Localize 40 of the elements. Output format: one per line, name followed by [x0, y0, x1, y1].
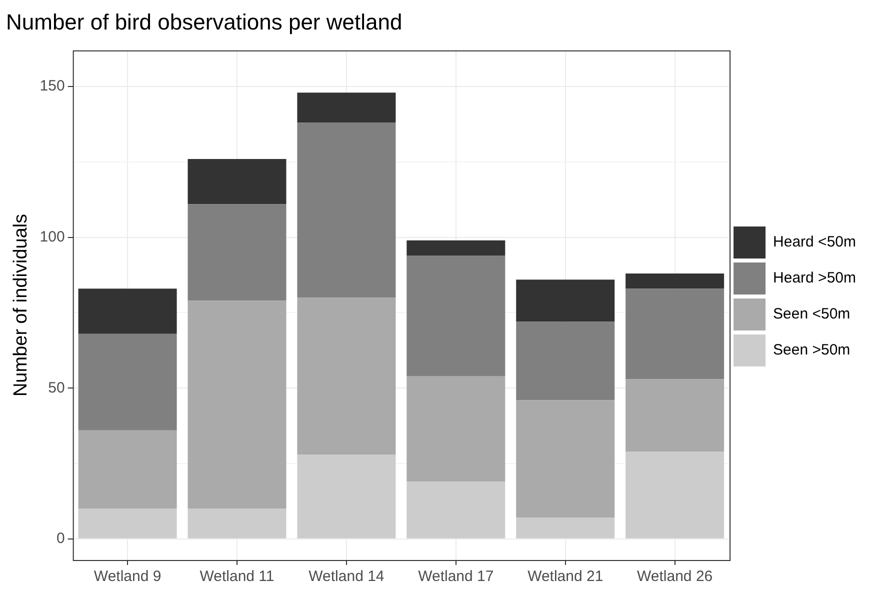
bar — [626, 379, 724, 452]
y-axis-title: Number of individuals — [10, 214, 32, 397]
bar — [78, 508, 177, 538]
bar — [297, 454, 396, 538]
bar — [516, 280, 615, 322]
legend-label: Heard >50m — [773, 270, 856, 287]
x-tick-label: Wetland 17 — [418, 568, 494, 586]
bar — [297, 92, 396, 123]
bar — [516, 400, 615, 518]
y-tick-label: 100 — [40, 228, 65, 246]
y-tick-label: 150 — [40, 78, 65, 95]
bar — [626, 288, 724, 380]
bar — [406, 255, 506, 376]
bar — [297, 298, 396, 454]
y-tick-label: 50 — [48, 379, 65, 396]
x-tick-label: Wetland 9 — [94, 568, 162, 586]
bar — [78, 334, 177, 430]
legend-label: Heard <50m — [773, 234, 856, 251]
x-tick-label: Wetland 14 — [308, 568, 384, 586]
bar — [406, 240, 506, 256]
bar — [626, 451, 724, 538]
bar — [626, 274, 724, 289]
x-tick-label: Wetland 26 — [637, 568, 713, 586]
x-tick-label: Wetland 21 — [528, 568, 604, 586]
bar — [516, 518, 615, 538]
bar — [516, 322, 615, 400]
chart-title: Number of bird observations per wetland — [6, 9, 402, 34]
bar — [297, 122, 396, 298]
y-tick-label: 0 — [56, 530, 65, 548]
bar — [188, 204, 286, 301]
legend-label: Seen <50m — [773, 306, 850, 323]
bar — [78, 288, 177, 334]
bar — [188, 300, 286, 509]
bar — [406, 482, 506, 538]
x-tick-label: Wetland 11 — [200, 568, 274, 586]
bar — [78, 430, 177, 509]
bar — [188, 508, 286, 538]
legend-label: Seen >50m — [773, 342, 850, 359]
bar — [188, 158, 286, 204]
bar — [406, 376, 506, 482]
